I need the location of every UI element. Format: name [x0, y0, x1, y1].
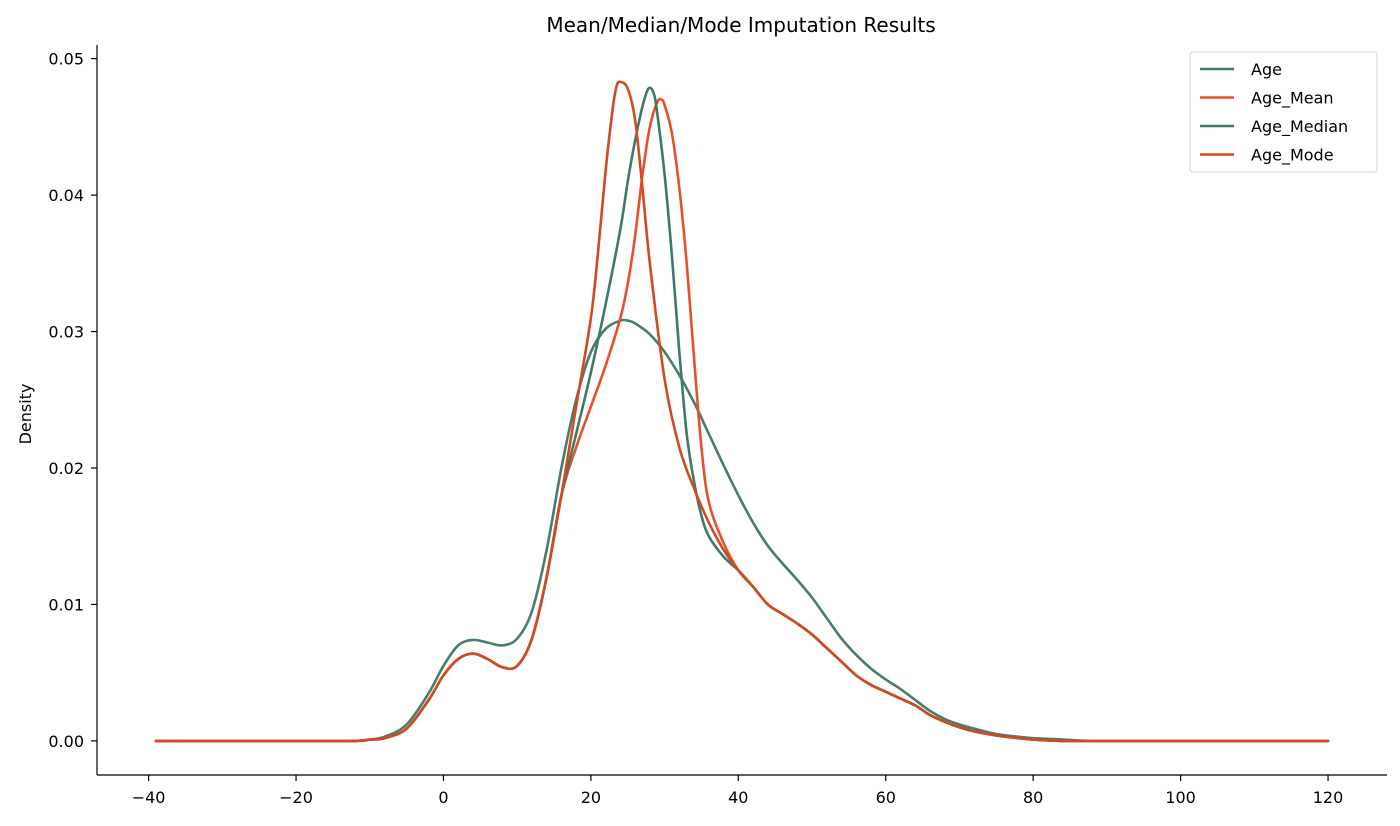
x-tick-label: 80	[1023, 788, 1043, 807]
legend-label: Age_Mean	[1251, 89, 1334, 109]
series-line-age	[154, 318, 1330, 743]
legend-label: Age	[1251, 60, 1282, 79]
chart-title: Mean/Median/Mode Imputation Results	[546, 13, 935, 37]
y-tick-label: 0.05	[48, 50, 84, 69]
y-tick-label: 0.03	[48, 323, 84, 342]
x-tick-label: −40	[132, 788, 166, 807]
x-tick-label: 100	[1165, 788, 1196, 807]
y-axis-title: Density	[16, 384, 35, 445]
plot-lines	[154, 80, 1330, 743]
x-tick-label: 120	[1313, 788, 1344, 807]
x-tick-label: 20	[581, 788, 601, 807]
series-line-age-mode	[154, 80, 1330, 743]
y-tick-label: 0.02	[48, 459, 84, 478]
series-line-age-median	[154, 86, 1330, 743]
x-tick-label: 60	[876, 788, 896, 807]
x-tick-label: 0	[438, 788, 448, 807]
y-tick-label: 0.04	[48, 186, 84, 205]
legend-frame	[1189, 51, 1378, 173]
axes: −40 −20 0 20 40 60 80 100 120 0.00 0.01 0.02 0.03 0.0…	[48, 45, 1387, 807]
y-tick-label: 0.00	[48, 732, 84, 751]
y-tick-label: 0.01	[48, 595, 84, 614]
x-tick-label: 40	[728, 788, 748, 807]
series-line-age-mean	[154, 97, 1330, 743]
legend-label: Age_Median	[1251, 117, 1348, 137]
legend: Age Age_Mean Age_Median Age_Mode	[1189, 51, 1378, 173]
x-tick-label: −20	[279, 788, 313, 807]
legend-label: Age_Mode	[1251, 146, 1334, 166]
